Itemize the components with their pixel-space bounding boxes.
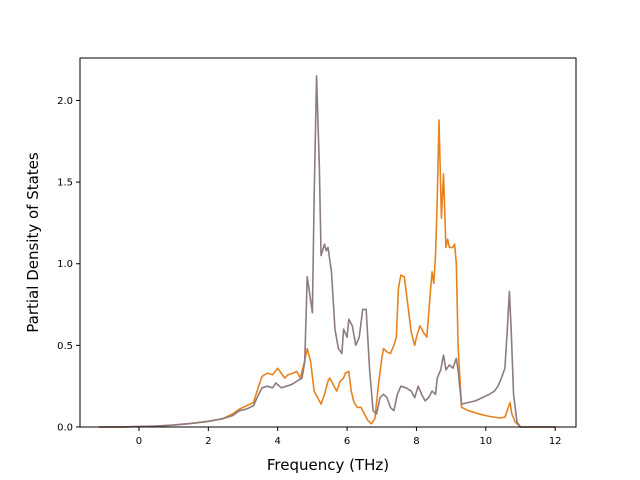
- y-tick-label: 2.0: [57, 96, 73, 107]
- x-tick-label: 8: [413, 436, 419, 447]
- x-tick-label: 12: [549, 436, 562, 447]
- series-line-2: [99, 75, 556, 428]
- x-tick-label: 10: [479, 436, 492, 447]
- series-line-1: [99, 119, 556, 428]
- y-tick-label: 1.5: [57, 178, 73, 189]
- y-tick-label: 0.0: [57, 423, 73, 434]
- plot-lines: [99, 75, 556, 428]
- y-tick-label: 1.0: [57, 259, 73, 270]
- x-tick-label: 6: [344, 436, 350, 447]
- y-tick-label: 0.5: [57, 341, 73, 352]
- x-tick-label: 4: [275, 436, 281, 447]
- x-axis-ticks: 0 2 4 6 8 10 12: [136, 427, 562, 447]
- x-tick-label: 0: [136, 436, 142, 447]
- plot-frame: [79, 57, 577, 428]
- x-axis-label: Frequency (THz): [267, 456, 389, 474]
- y-axis-label: Partial Density of States: [24, 152, 42, 333]
- y-axis-ticks: 0.0 0.5 1.0 1.5 2.0: [57, 96, 80, 434]
- x-tick-label: 2: [205, 436, 211, 447]
